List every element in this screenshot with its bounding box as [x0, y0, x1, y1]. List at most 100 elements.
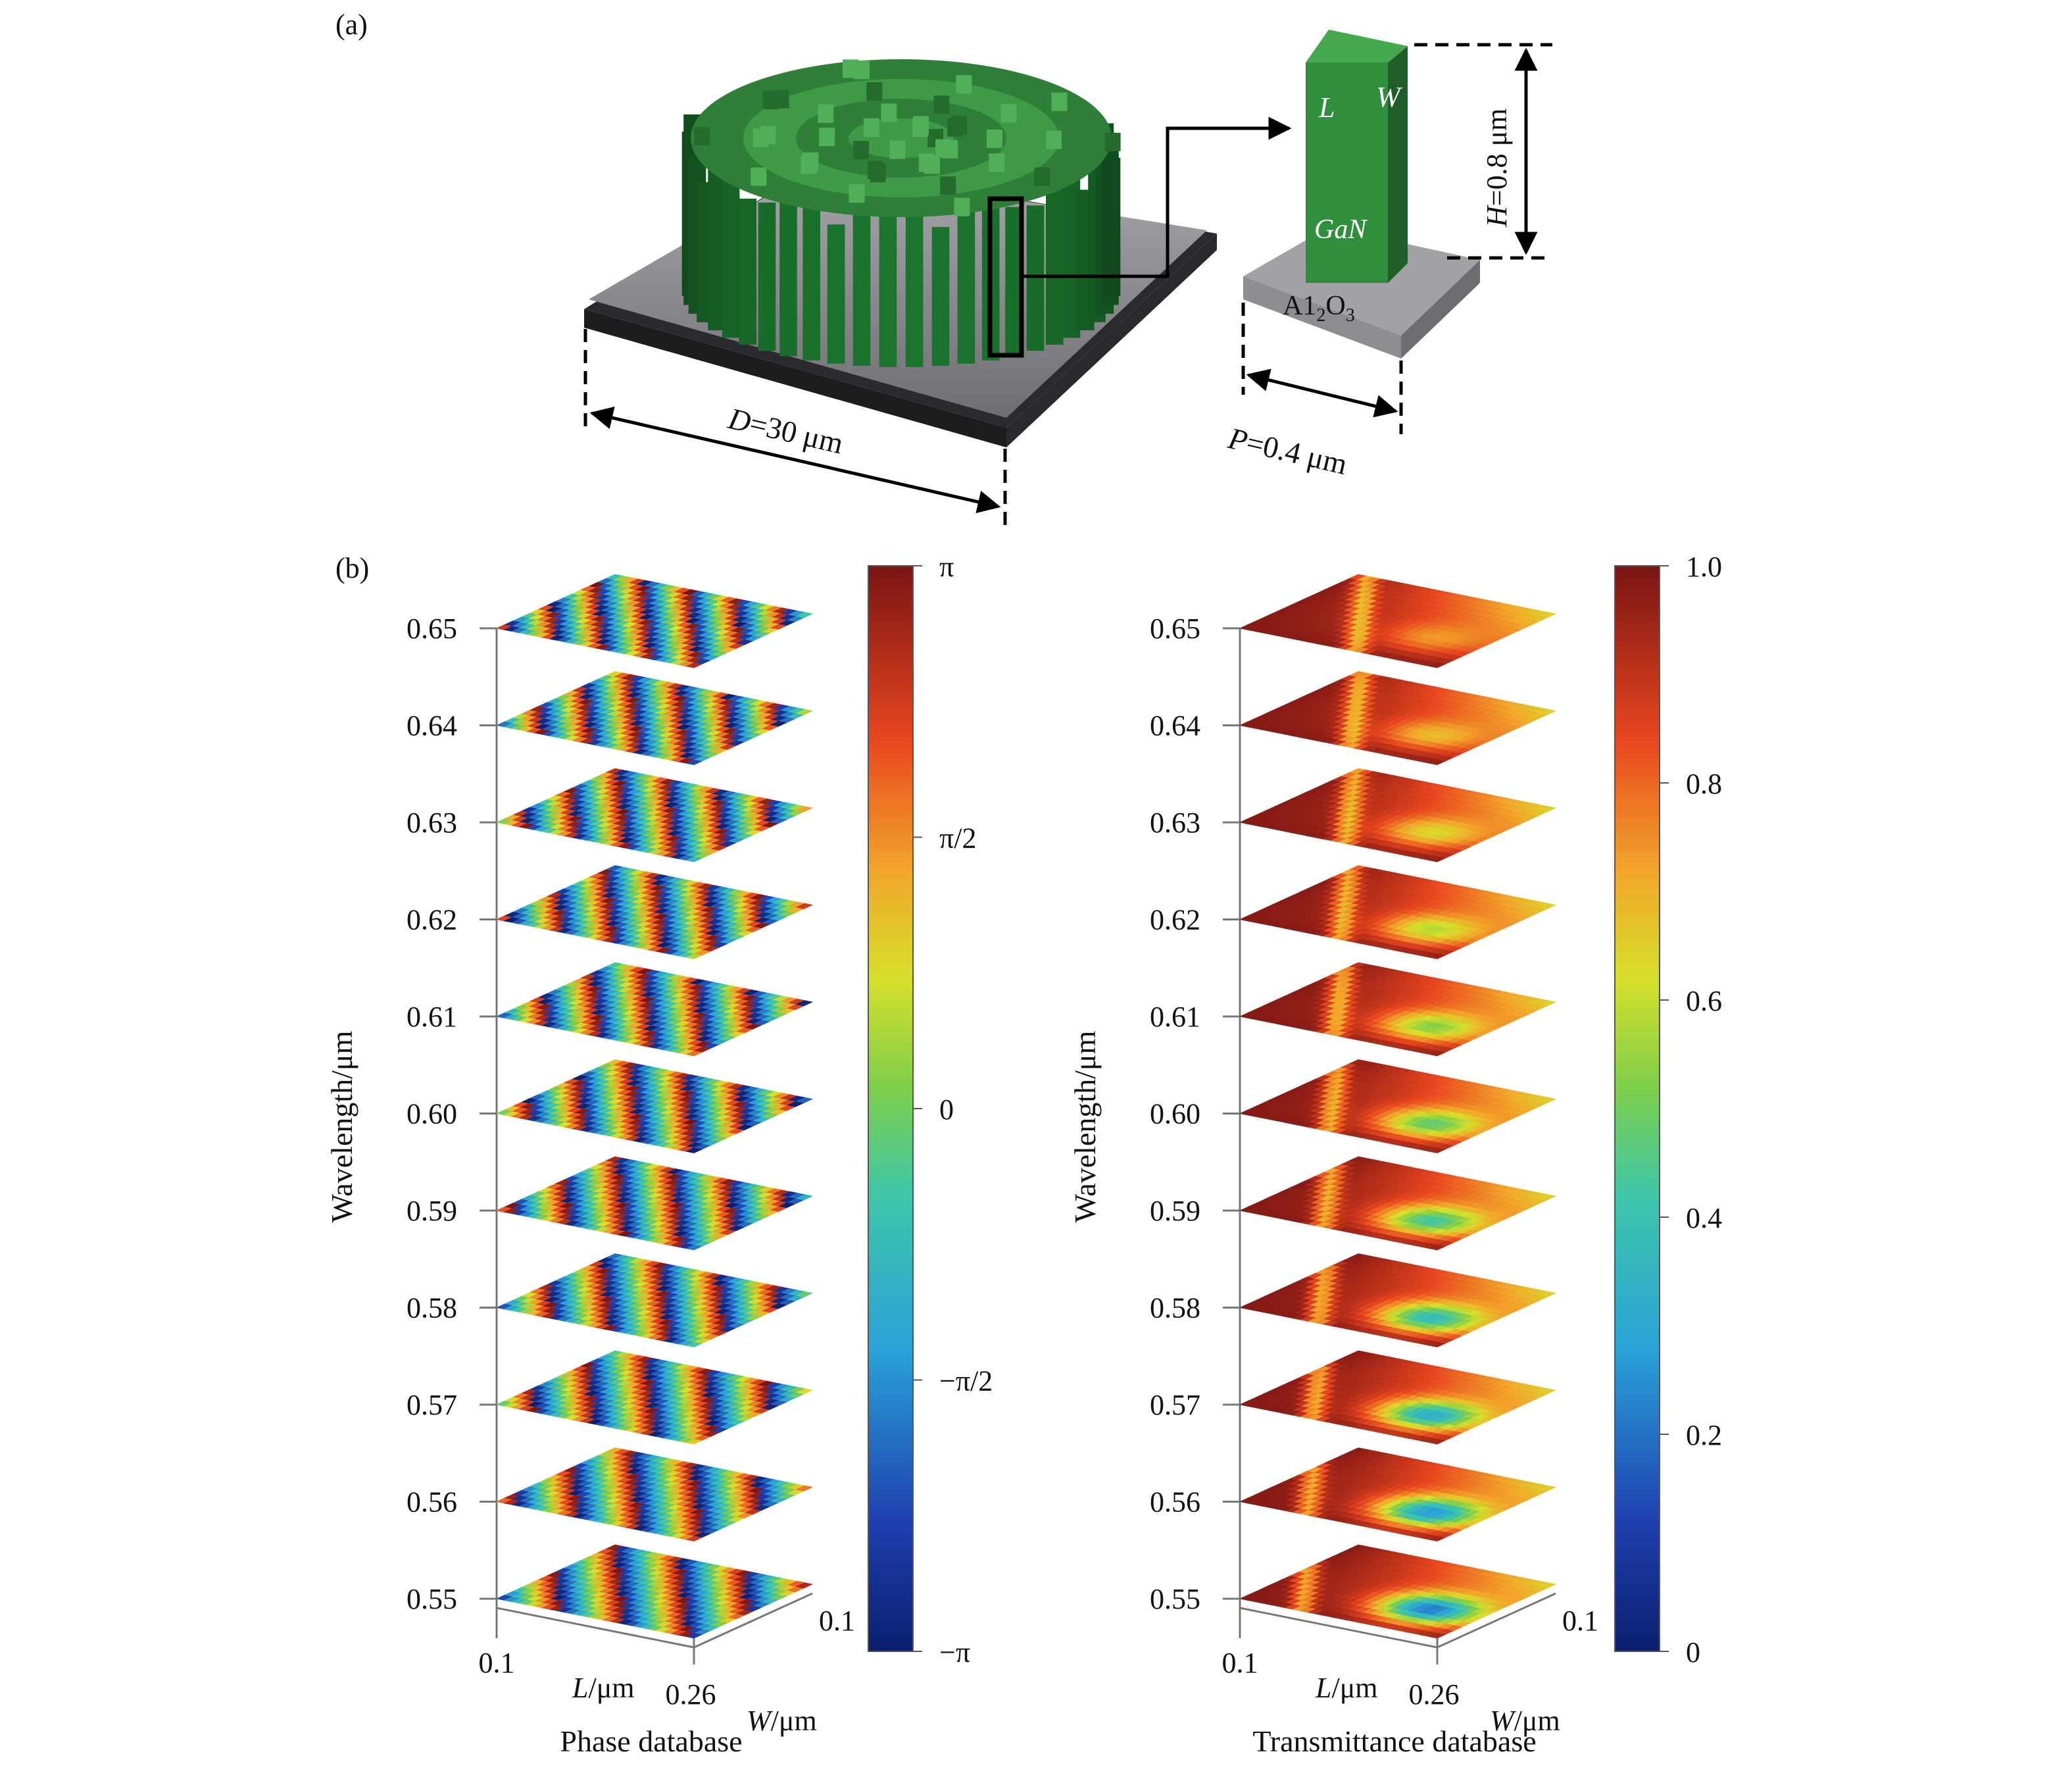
pillar-width-label: W	[1376, 81, 1402, 113]
colorbar-tick-label: −π	[939, 1636, 970, 1668]
wavelength-tick-label: 0.62	[407, 904, 457, 936]
heatmap-slice	[495, 574, 814, 668]
pillar-top-block	[773, 89, 789, 109]
zoom-connector-arrow	[1022, 116, 1292, 278]
heatmap-slice	[495, 768, 814, 863]
pillar-top-block	[947, 118, 964, 137]
pillar-top-block	[940, 176, 956, 195]
metasurface-pillar	[931, 227, 950, 366]
metasurface-pillar	[758, 202, 776, 351]
colorbar-tick-label: 0	[939, 1093, 954, 1126]
pillar-top-block	[1034, 167, 1050, 186]
heatmap-slice	[1239, 574, 1557, 668]
pillar-top-block	[854, 61, 870, 80]
wavelength-tick-label: 0.63	[407, 807, 457, 839]
heatmap-slice	[495, 1447, 814, 1541]
colorbar	[868, 565, 914, 1652]
heatmap-cell	[795, 806, 814, 813]
wavelength-axis-label: Wavelength/μm	[325, 1030, 358, 1222]
unit-cell	[1243, 30, 1480, 359]
heatmap-slice	[495, 962, 814, 1057]
metasurface-pillar	[802, 185, 820, 361]
pillar-top-block	[751, 167, 767, 186]
wavelength-tick-label: 0.56	[407, 1486, 457, 1518]
wavelength-tick-label: 0.59	[407, 1195, 457, 1227]
diameter-dimension	[583, 329, 1007, 530]
pillar-top-block	[881, 103, 897, 122]
L-tick-label-max: 0.26	[666, 1678, 716, 1711]
diameter-label: D=30 μm	[725, 401, 847, 461]
heatmap-slice	[1239, 768, 1557, 863]
pillar-top-block	[694, 127, 710, 146]
wavelength-tick-label: 0.65	[1150, 613, 1200, 645]
pillar-top-block	[1000, 104, 1017, 122]
phase-database-chart: 0.65 0.64 0.63 0.62 0.61 0.60 0.59 0.58 0.57 0.56…	[325, 551, 993, 1758]
heatmap-slice	[495, 1253, 814, 1347]
metasurface-pillar	[1102, 157, 1121, 296]
pillar-top-block	[1051, 92, 1068, 111]
L-axis-label: L/μm	[572, 1672, 635, 1704]
wavelength-tick-label: 0.55	[407, 1583, 457, 1615]
heatmap-cell	[795, 612, 814, 618]
metasurface-pillar	[852, 205, 871, 366]
pillar-top-block	[912, 118, 928, 138]
pillar-length-label: L	[1318, 91, 1335, 124]
substrate-material-label: A12O3	[1283, 291, 1355, 326]
colorbar-tick-label: −π/2	[939, 1365, 993, 1397]
L-tick-label-min: 0.1	[479, 1647, 515, 1679]
heatmap-slice	[495, 1059, 814, 1153]
gan-pillar-top-face	[1306, 30, 1408, 63]
pillar-top-block	[954, 197, 970, 216]
pillar-top-block	[889, 140, 906, 159]
pillar-top-block	[868, 161, 884, 180]
pillar-top-block	[819, 128, 835, 147]
pillar-top-block	[866, 82, 883, 101]
colorbar-tick-label: π/2	[939, 822, 976, 855]
pillar-top-block	[956, 75, 972, 94]
heatmap-slice	[495, 1350, 814, 1445]
panel-a-label: (a)	[335, 9, 368, 41]
wavelength-tick-label: 0.64	[1150, 710, 1200, 742]
pillar-top-block	[1104, 132, 1121, 151]
wavelength-tick-label: 0.58	[407, 1292, 457, 1324]
heatmap-slice	[495, 1544, 814, 1639]
height-label: H=0.8 μm	[1481, 109, 1513, 228]
pillar-top-block	[760, 126, 776, 145]
W-axis-label: W/μm	[747, 1705, 817, 1737]
pillar-top-block	[852, 141, 869, 160]
metasurface-pillar	[1026, 205, 1045, 351]
heatmap-slice	[495, 865, 814, 959]
pillar-material-label: GaN	[1314, 214, 1368, 245]
W-tick-label: 0.1	[819, 1605, 855, 1637]
wavelength-tick-label: 0.64	[407, 710, 457, 742]
height-dimension	[1414, 43, 1552, 260]
chart-caption: Phase database	[560, 1724, 742, 1758]
period-label: P=0.4 μm	[1225, 421, 1350, 481]
pillar-top-block	[1045, 130, 1062, 149]
pillar-top-block	[935, 139, 952, 158]
period-dimension	[1241, 303, 1403, 434]
pillar-top-block	[933, 95, 950, 114]
pillar-top-block	[849, 184, 865, 203]
wavelength-tick-label: 0.60	[407, 1098, 457, 1130]
heatmap-slice	[1239, 671, 1557, 765]
pillar-top-block	[818, 104, 834, 123]
pillar-top-block	[987, 129, 1002, 148]
metasurface-pillar	[739, 198, 756, 345]
pillar-top-block	[989, 153, 1005, 172]
wavelength-tick-label: 0.57	[407, 1389, 457, 1421]
heatmap-slice	[495, 1156, 814, 1251]
transmittance-database-chart: 0.650.640.630.620.610.600.590.580.570.56…	[1068, 551, 1722, 1758]
pillar-top-block	[918, 153, 935, 172]
wavelength-tick-label: 0.65	[407, 613, 457, 645]
panel-b-label: (b)	[335, 552, 369, 584]
gan-pillar-side-face	[1388, 46, 1408, 283]
wavelength-tick-label: 0.61	[407, 1001, 457, 1033]
heatmap-cell	[795, 709, 814, 715]
pillar-top-block	[802, 152, 819, 171]
metasurface-pillar	[905, 205, 924, 367]
gan-pillar-front-face	[1306, 63, 1388, 283]
colorbar-tick-label: π	[939, 551, 954, 583]
metasurface-pillar	[957, 189, 975, 364]
